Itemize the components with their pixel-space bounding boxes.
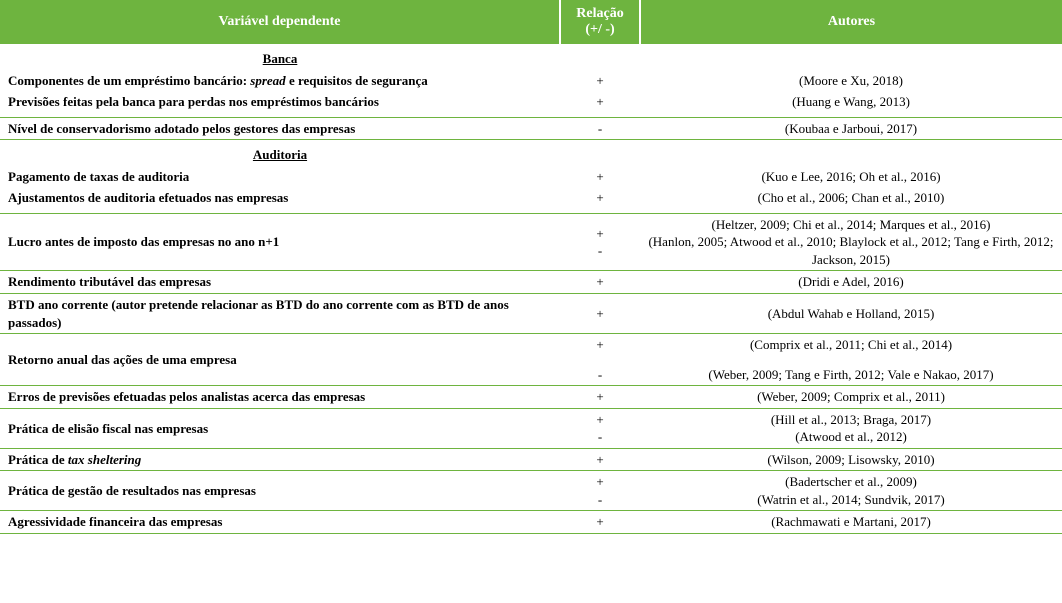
r6-rel1: + xyxy=(568,225,632,243)
section-banca: Banca xyxy=(0,44,1062,70)
row-variable: Prática de gestão de resultados nas empr… xyxy=(0,471,560,511)
table-row: Ajustamentos de auditoria efetuados nas … xyxy=(0,187,1062,213)
row-variable: Ajustamentos de auditoria efetuados nas … xyxy=(0,187,560,213)
r9-auth1: (Comprix et al., 2011; Chi et al., 2014) xyxy=(648,336,1054,360)
col-header-variable: Variável dependente xyxy=(0,0,560,44)
r11-auth1: (Hill et al., 2013; Braga, 2017) xyxy=(648,411,1054,429)
row-relation: + xyxy=(560,166,640,188)
summary-table: Variável dependente Relação (+/ -) Autor… xyxy=(0,0,1062,534)
table-row: Erros de previsões efetuadas pelos anali… xyxy=(0,386,1062,409)
row-relation: + xyxy=(560,187,640,213)
r6-auth2: (Hanlon, 2005; Atwood et al., 2010; Blay… xyxy=(648,233,1054,268)
row-relation: + xyxy=(560,294,640,334)
r6-auth1: (Heltzer, 2009; Chi et al., 2014; Marque… xyxy=(648,216,1054,234)
section-auditoria-title: Auditoria xyxy=(8,142,552,164)
table-row: Prática de elisão fiscal nas empresas + … xyxy=(0,408,1062,448)
col-header-authors: Autores xyxy=(640,0,1062,44)
r1-label-b: e requisitos de segurança xyxy=(286,73,428,88)
row-relation: + - xyxy=(560,213,640,271)
r13-auth1: (Badertscher et al., 2009) xyxy=(648,473,1054,491)
r12-label-a: Prática de xyxy=(8,452,68,467)
r9-rel1: + xyxy=(568,336,632,360)
r6-rel2: - xyxy=(568,242,632,260)
row-variable: Componentes de um empréstimo bancário: s… xyxy=(0,70,560,92)
row-relation: + xyxy=(560,386,640,409)
r13-auth2: (Watrin et al., 2014; Sundvik, 2017) xyxy=(648,491,1054,509)
row-variable: BTD ano corrente (autor pretende relacio… xyxy=(0,294,560,334)
col-header-relation: Relação (+/ -) xyxy=(560,0,640,44)
section-auditoria: Auditoria xyxy=(0,140,1062,166)
r11-rel2: - xyxy=(568,428,632,446)
row-variable: Agressividade financeira das empresas xyxy=(0,511,560,534)
row-variable: Nível de conservadorismo adotado pelos g… xyxy=(0,117,560,140)
r13-rel2: - xyxy=(568,491,632,509)
table-row: Rendimento tributável das empresas + (Dr… xyxy=(0,271,1062,294)
table-row: Nível de conservadorismo adotado pelos g… xyxy=(0,117,1062,140)
table-header: Variável dependente Relação (+/ -) Autor… xyxy=(0,0,1062,44)
table-row: Prática de gestão de resultados nas empr… xyxy=(0,471,1062,511)
row-authors: (Moore e Xu, 2018) xyxy=(640,70,1062,92)
row-variable: Lucro antes de imposto das empresas no a… xyxy=(0,213,560,271)
r13-rel1: + xyxy=(568,473,632,491)
row-authors: (Abdul Wahab e Holland, 2015) xyxy=(640,294,1062,334)
row-authors: (Weber, 2009; Comprix et al., 2011) xyxy=(640,386,1062,409)
section-banca-title-cell: Banca xyxy=(0,44,560,70)
r1-label-a: Componentes de um empréstimo bancário: xyxy=(8,73,250,88)
row-authors: (Hill et al., 2013; Braga, 2017) (Atwood… xyxy=(640,408,1062,448)
table-row: BTD ano corrente (autor pretende relacio… xyxy=(0,294,1062,334)
table-row: Previsões feitas pela banca para perdas … xyxy=(0,91,1062,117)
row-authors: (Huang e Wang, 2013) xyxy=(640,91,1062,117)
row-authors: (Cho et al., 2006; Chan et al., 2010) xyxy=(640,187,1062,213)
row-authors: (Koubaa e Jarboui, 2017) xyxy=(640,117,1062,140)
r12-label-ital: tax sheltering xyxy=(68,452,141,467)
row-authors: (Wilson, 2009; Lisowsky, 2010) xyxy=(640,448,1062,471)
row-variable: Erros de previsões efetuadas pelos anali… xyxy=(0,386,560,409)
section-auditoria-title-cell: Auditoria xyxy=(0,140,560,166)
row-authors: (Rachmawati e Martani, 2017) xyxy=(640,511,1062,534)
row-authors: (Kuo e Lee, 2016; Oh et al., 2016) xyxy=(640,166,1062,188)
r11-auth2: (Atwood et al., 2012) xyxy=(648,428,1054,446)
table-row: Retorno anual das ações de uma empresa +… xyxy=(0,334,1062,386)
row-variable: Rendimento tributável das empresas xyxy=(0,271,560,294)
r1-label-ital: spread xyxy=(250,73,285,88)
row-relation: + xyxy=(560,448,640,471)
row-authors: (Dridi e Adel, 2016) xyxy=(640,271,1062,294)
row-relation: + xyxy=(560,511,640,534)
row-authors: (Badertscher et al., 2009) (Watrin et al… xyxy=(640,471,1062,511)
row-relation: + - xyxy=(560,408,640,448)
row-authors: (Heltzer, 2009; Chi et al., 2014; Marque… xyxy=(640,213,1062,271)
table-row: Lucro antes de imposto das empresas no a… xyxy=(0,213,1062,271)
r11-rel1: + xyxy=(568,411,632,429)
row-authors: (Comprix et al., 2011; Chi et al., 2014)… xyxy=(640,334,1062,386)
r9-auth2: (Weber, 2009; Tang e Firth, 2012; Vale e… xyxy=(648,360,1054,384)
row-relation: - xyxy=(560,117,640,140)
table-row: Agressividade financeira das empresas + … xyxy=(0,511,1062,534)
row-variable: Prática de tax sheltering xyxy=(0,448,560,471)
table-row: Componentes de um empréstimo bancário: s… xyxy=(0,70,1062,92)
row-variable: Previsões feitas pela banca para perdas … xyxy=(0,91,560,117)
row-variable: Pagamento de taxas de auditoria xyxy=(0,166,560,188)
row-relation: + - xyxy=(560,334,640,386)
row-variable: Prática de elisão fiscal nas empresas xyxy=(0,408,560,448)
r9-rel2: - xyxy=(568,360,632,384)
row-relation: + xyxy=(560,70,640,92)
row-variable: Retorno anual das ações de uma empresa xyxy=(0,334,560,386)
row-relation: + xyxy=(560,271,640,294)
row-relation: + xyxy=(560,91,640,117)
table-row: Pagamento de taxas de auditoria + (Kuo e… xyxy=(0,166,1062,188)
row-relation: + - xyxy=(560,471,640,511)
table-row: Prática de tax sheltering + (Wilson, 200… xyxy=(0,448,1062,471)
section-banca-title: Banca xyxy=(8,46,552,68)
